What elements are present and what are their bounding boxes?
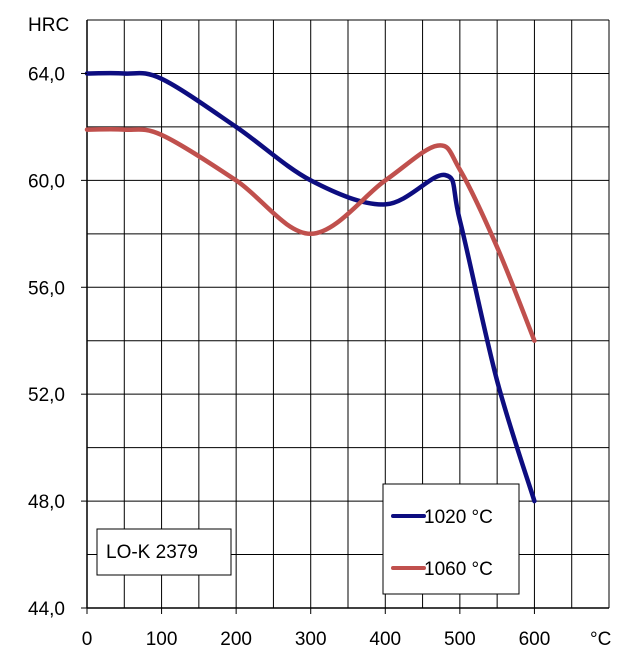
x-tick-label: 0 xyxy=(82,629,93,650)
x-tick-label: 400 xyxy=(369,629,401,650)
series-line-0 xyxy=(84,70,537,504)
x-tick-label: 300 xyxy=(295,629,327,650)
tick-labels: 0 100 200 300 400 500 600 64,0 60,0 56,0 52,0 48,0 4… xyxy=(28,64,550,650)
y-tick-label: 52,0 xyxy=(28,385,65,406)
y-tick-label: 48,0 xyxy=(28,492,65,513)
series-line-1 xyxy=(84,126,537,343)
x-tick-label: 100 xyxy=(146,629,178,650)
legend-box xyxy=(382,483,520,595)
x-tick-label: 600 xyxy=(519,629,551,650)
legend: 1020 °C 1060 °C xyxy=(382,483,520,595)
x-axis-unit-label: °C xyxy=(590,629,611,650)
y-axis-label: HRC xyxy=(28,15,69,36)
annotation-box: LO-K 2379 xyxy=(96,528,232,576)
legend-label-1060: 1060 °C xyxy=(424,559,493,580)
legend-label-1020: 1020 °C xyxy=(424,507,493,528)
series-lines xyxy=(84,70,537,504)
x-tick-label: 200 xyxy=(220,629,252,650)
y-tick-label: 44,0 xyxy=(28,599,65,620)
y-tick-label: 56,0 xyxy=(28,278,65,299)
x-tick-label: 500 xyxy=(444,629,476,650)
y-tick-label: 64,0 xyxy=(28,64,65,85)
y-tick-label: 60,0 xyxy=(28,171,65,192)
annotation-text: LO-K 2379 xyxy=(106,542,198,563)
